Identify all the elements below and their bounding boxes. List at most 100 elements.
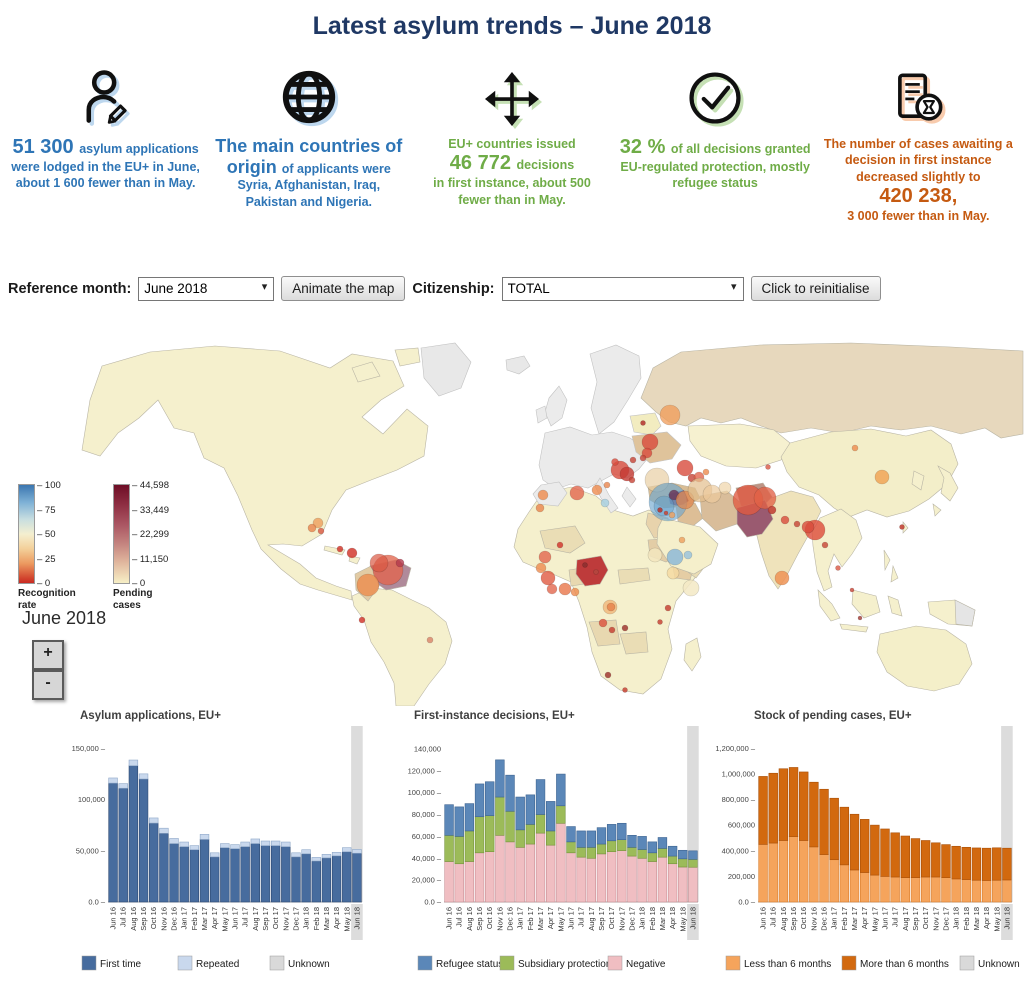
chart-stock-pending-cases: Stock of pending cases, EU+ 0.0 – 200,000… (708, 710, 1020, 986)
reinitialise-button[interactable]: Click to reinitialise (750, 276, 881, 301)
svg-text:20,000 –: 20,000 – (412, 876, 442, 885)
svg-text:Feb 18: Feb 18 (648, 907, 657, 930)
reference-month-label: Reference month: (8, 280, 132, 297)
svg-text:Jan 17: Jan 17 (830, 907, 839, 930)
svg-text:Jun 17: Jun 17 (231, 907, 240, 930)
svg-text:Jan 17: Jan 17 (180, 907, 189, 930)
map-legends: – 100– 75– 50– 25– 0 Recognition rate – … (18, 480, 184, 611)
svg-text:40,000 –: 40,000 – (412, 854, 442, 863)
pending-cases-scale (113, 484, 130, 584)
svg-text:200,000: 200,000 (728, 872, 755, 881)
svg-text:Feb 18: Feb 18 (312, 907, 321, 930)
reference-month-select-wrap: June 2018 (138, 276, 275, 301)
svg-text:Apr 18: Apr 18 (982, 907, 991, 929)
svg-text:1,000,000: 1,000,000 (722, 769, 755, 778)
world-map-section: – 100– 75– 50– 25– 0 Recognition rate – … (0, 338, 1024, 706)
svg-text:50,000 –: 50,000 – (76, 846, 106, 855)
svg-text:Feb 18: Feb 18 (962, 907, 971, 930)
svg-text:May 17: May 17 (556, 907, 565, 932)
svg-text:Dec 17: Dec 17 (291, 907, 300, 931)
svg-text:Dec 16: Dec 16 (820, 907, 829, 931)
svg-text:0.0 –: 0.0 – (88, 898, 106, 907)
svg-text:Sep 16: Sep 16 (139, 907, 148, 931)
svg-text:Jul 17: Jul 17 (891, 907, 900, 927)
stat-protection-text: 32 % of all decisions granted EU-regulat… (619, 136, 811, 191)
svg-text:0.0 –: 0.0 – (424, 898, 442, 907)
svg-text:0.0 –: 0.0 – (738, 898, 756, 907)
svg-text:Dec 16: Dec 16 (170, 907, 179, 931)
map-zoom-out-button[interactable]: - (32, 670, 64, 700)
svg-text:May 18: May 18 (992, 907, 1001, 932)
svg-text:Apr 18: Apr 18 (668, 907, 677, 929)
legend-recognition-rate: – 100– 75– 50– 25– 0 Recognition rate (18, 480, 89, 611)
svg-text:More than 6 months: More than 6 months (860, 959, 949, 970)
citizenship-label: Citizenship: (412, 280, 495, 297)
svg-text:May 17: May 17 (870, 907, 879, 932)
stat-origin-text: The main countries of origin of applican… (215, 136, 403, 209)
chart-title: First-instance decisions, EU+ (414, 710, 575, 722)
citizenship-select[interactable]: TOTAL (501, 276, 744, 301)
svg-text:Jan 18: Jan 18 (638, 907, 647, 930)
document-hourglass-icon (817, 58, 1020, 128)
svg-text:Aug 16: Aug 16 (465, 907, 474, 931)
pending-cases-caption: Pending cases (113, 588, 153, 611)
svg-text:100,000 –: 100,000 – (408, 788, 442, 797)
stat-origin-countries: The main countries of origin of applican… (207, 58, 410, 224)
svg-text:Nov 17: Nov 17 (617, 907, 626, 931)
svg-text:First time: First time (100, 959, 142, 970)
stat-decisions-text: EU+ countries issued 46 772 decisions in f… (433, 137, 591, 207)
svg-text:80,000 –: 80,000 – (412, 810, 442, 819)
svg-text:Nov 16: Nov 16 (809, 907, 818, 931)
reference-month-select[interactable]: June 2018 (138, 276, 275, 301)
svg-text:150,000 –: 150,000 – (72, 744, 106, 753)
stat-pending-text: The number of cases awaiting a decision … (823, 137, 1013, 223)
stat-pending-cases: The number of cases awaiting a decision … (817, 58, 1020, 224)
svg-text:Apr 17: Apr 17 (546, 907, 555, 929)
svg-text:Negative: Negative (626, 959, 666, 970)
stats-row: 51 300 asylum applications were lodged i… (4, 58, 1020, 224)
svg-text:Nov 16: Nov 16 (159, 907, 168, 931)
animate-map-button[interactable]: Animate the map (281, 276, 406, 301)
svg-text:Jul 17: Jul 17 (577, 907, 586, 927)
svg-text:140,000: 140,000 (414, 744, 441, 753)
map-zoom-in-button[interactable]: + (32, 640, 64, 670)
svg-text:120,000 –: 120,000 – (408, 766, 442, 775)
svg-text:Jun 16: Jun 16 (109, 907, 118, 930)
svg-text:Sep 16: Sep 16 (475, 907, 484, 931)
legend-pending-cases: – 44,598– 33,449– 22,299– 11,150– 0 Pend… (113, 480, 184, 611)
svg-text:Mar 17: Mar 17 (536, 907, 545, 930)
svg-text:Jun 16: Jun 16 (445, 907, 454, 930)
svg-text:Repeated: Repeated (196, 959, 239, 970)
world-map[interactable] (0, 338, 1024, 706)
svg-text:400,000 –: 400,000 – (722, 846, 756, 855)
svg-text:Aug 16: Aug 16 (779, 907, 788, 931)
map-date-label: June 2018 (22, 608, 107, 628)
svg-text:Apr 17: Apr 17 (860, 907, 869, 929)
svg-text:Sep 17: Sep 17 (911, 907, 920, 931)
stat-decisions: EU+ countries issued 46 772 decisions in f… (410, 58, 613, 224)
svg-text:Mar 18: Mar 18 (972, 907, 981, 930)
svg-text:600,000: 600,000 (728, 821, 755, 830)
svg-text:Mar 18: Mar 18 (322, 907, 331, 930)
control-bar: Reference month: June 2018 Animate the m… (8, 276, 881, 301)
first-instance-decisions-plot: 0.0 – 20,000 – 40,000 – 60,000 – 80,000 – 100… (408, 726, 699, 971)
svg-text:Oct 17: Oct 17 (607, 907, 616, 929)
svg-text:Apr 18: Apr 18 (332, 907, 341, 929)
svg-text:May 18: May 18 (342, 907, 351, 932)
check-circle-icon (614, 58, 817, 128)
svg-text:Oct 17: Oct 17 (271, 907, 280, 929)
chart-asylum-applications: Asylum applications, EU+ 0.0 – 50,000 – 10… (58, 710, 370, 986)
svg-text:Jan 18: Jan 18 (302, 907, 311, 930)
svg-text:May 18: May 18 (678, 907, 687, 932)
svg-text:Jul 17: Jul 17 (241, 907, 250, 927)
svg-text:Unknown: Unknown (288, 959, 330, 970)
charts-row: Asylum applications, EU+ 0.0 – 50,000 – 10… (0, 710, 1024, 988)
svg-text:Oct 16: Oct 16 (799, 907, 808, 929)
stock-pending-cases-plot: 0.0 – 200,000 400,000 – 600,000 800,000 – 1,0… (715, 726, 1020, 971)
stat-protection-rate: 32 % of all decisions granted EU-regulat… (614, 58, 817, 224)
svg-text:Jun 18: Jun 18 (688, 907, 697, 930)
svg-text:Jun 17: Jun 17 (881, 907, 890, 930)
svg-text:Jul 16: Jul 16 (769, 907, 778, 927)
svg-text:Apr 17: Apr 17 (210, 907, 219, 929)
